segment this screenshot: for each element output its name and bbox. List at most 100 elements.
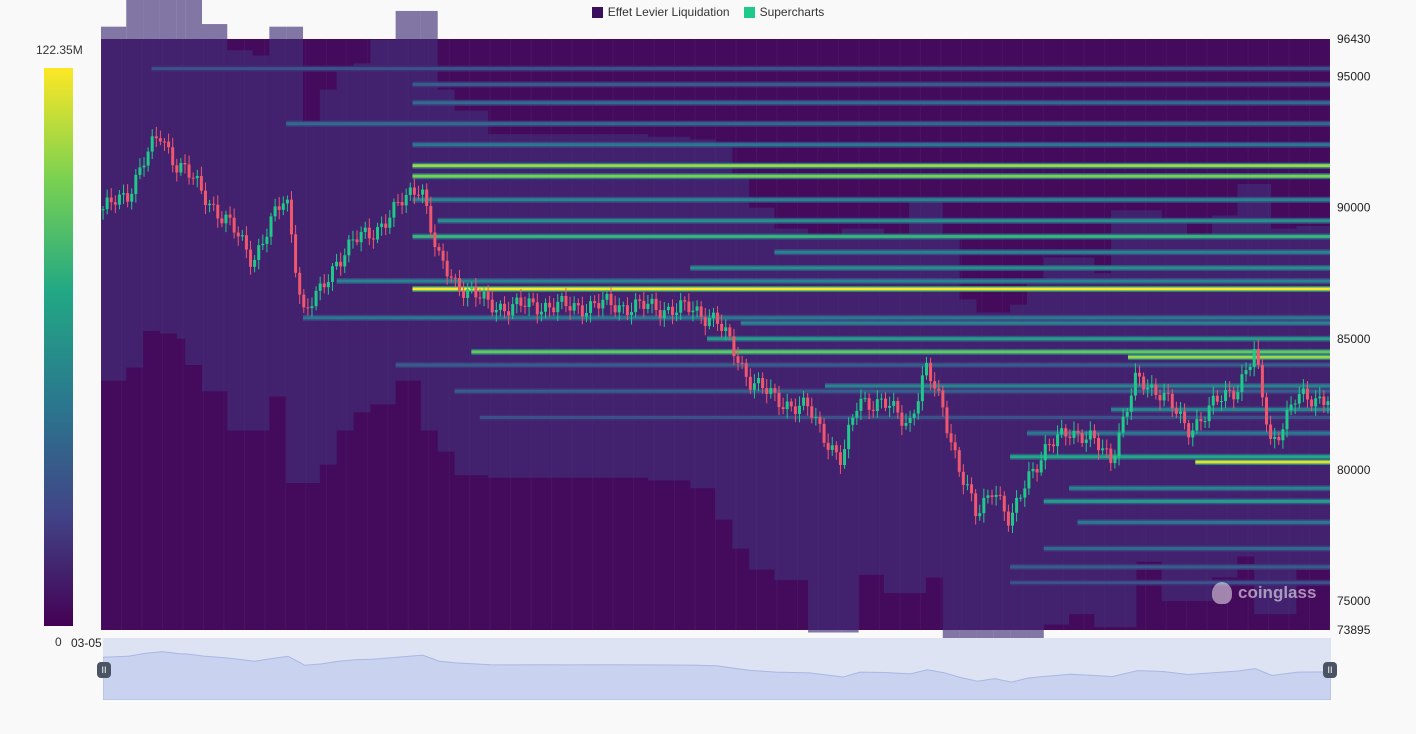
candle-body [630,312,634,316]
heatmap-cell [1010,304,1027,699]
liquidation-band [151,67,1331,71]
liquidation-band [1010,565,1330,569]
candle-body [1002,495,1006,512]
candle-body [392,202,396,218]
candle-body [1027,471,1031,489]
candle-body [728,327,732,337]
candle-body [961,471,965,485]
heatmap-cell [101,26,127,381]
candle-body [1195,419,1199,431]
legend-item-supercharts[interactable]: Supercharts [743,5,824,19]
candle-body [797,405,801,414]
liquidation-band [824,384,1330,388]
candle-body [109,197,113,203]
candle-body [449,276,453,278]
candle-body [752,383,756,390]
candle-body [1297,394,1301,404]
candle-body [1133,372,1137,396]
candle-body [498,303,502,310]
candle-body [621,305,625,307]
candle-body [232,217,236,233]
candle-body [818,416,822,424]
liquidation-band [454,389,1330,393]
candle-body [855,410,859,418]
candle-body [1146,387,1150,390]
heatmap-cell [370,39,396,405]
candle-body [646,303,650,309]
candle-body [998,494,1002,496]
time-navigator[interactable] [102,638,1332,701]
candle-body [453,277,457,279]
candle-body [351,239,355,241]
candle-body [740,362,744,364]
candle-body [371,238,375,240]
liquidation-band [1195,460,1330,464]
candle-body [1191,430,1195,438]
candle-body [273,206,277,217]
candle-body [589,301,593,314]
candle-body [556,301,560,313]
candle-body [748,376,752,390]
candle-body [941,390,945,408]
candle-body [195,175,199,179]
candle-body [421,189,425,195]
legend-swatch-supercharts [743,6,755,18]
legend-item-liquidation[interactable]: Effet Levier Liquidation [591,5,730,19]
candle-body [843,449,847,466]
candle-body [1035,468,1039,473]
candle-body [117,194,121,205]
candle-body [531,298,535,303]
candle-body [724,327,728,332]
liquidation-band [479,415,1330,419]
candle-body [162,141,166,143]
candle-body [310,306,314,309]
candle-body [363,227,367,232]
candle-body [666,306,670,311]
candle-body [1101,448,1105,451]
navigator-overview-series [102,651,1332,701]
candle-body [777,392,781,408]
liquidation-band [707,337,1330,341]
candle-body [867,398,871,410]
liquidation-band [412,198,1331,202]
candle-body [359,231,363,243]
candle-body [793,406,797,414]
candle-body [199,175,203,191]
candle-body [355,239,359,243]
candle-body [806,397,810,407]
candle-body [757,378,761,384]
candle-body [720,323,724,332]
liquidation-band [286,122,1330,126]
candle-body [445,260,449,277]
candle-body [888,405,892,408]
candle-body [146,151,150,166]
candle-body [466,289,470,298]
candle-body [380,223,384,227]
navigator-right-handle[interactable]: II [1323,662,1337,678]
y-tick-label: 80000 [1337,463,1371,477]
candle-body [1109,448,1113,464]
heatmap-cell [715,147,733,520]
liquidation-band [412,101,1331,105]
navigator-left-handle[interactable]: II [97,662,111,678]
liquidation-band [740,321,1330,325]
candle-body [1138,372,1142,377]
candle-body [113,202,117,205]
candle-body [343,255,347,267]
candle-body [863,398,867,400]
candle-body [1060,428,1064,435]
candle-body [769,388,773,394]
candle-body [1088,430,1092,440]
candle-body [1224,389,1228,402]
candle-body [208,203,212,206]
candle-body [634,299,638,313]
liquidation-band [303,316,1331,320]
candle-body [490,299,494,313]
candle-body [1293,403,1297,405]
candle-body [416,194,420,196]
candle-body [699,306,703,318]
candle-body [1117,432,1121,457]
candle-body [511,304,515,316]
candle-body [830,445,834,450]
